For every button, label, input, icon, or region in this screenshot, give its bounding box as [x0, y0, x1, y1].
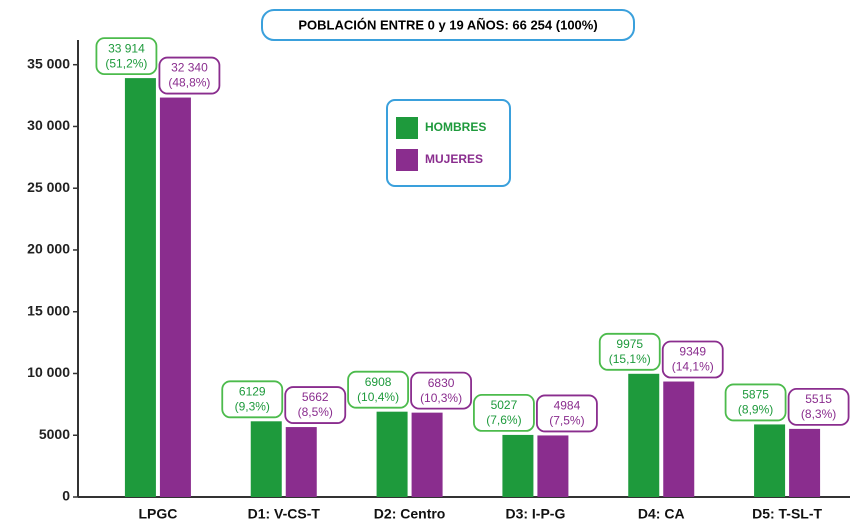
legend-box — [386, 99, 511, 187]
title-box — [261, 9, 635, 41]
legend-swatch — [396, 149, 418, 171]
bar — [376, 411, 408, 497]
value-label: 5875 — [742, 388, 769, 402]
value-share: (51,2%) — [105, 56, 147, 70]
value-share: (10,4%) — [357, 390, 399, 404]
value-label-box — [347, 370, 409, 409]
value-share: (7,5%) — [549, 414, 584, 428]
legend-swatch — [396, 117, 418, 139]
value-label-box — [787, 387, 850, 426]
y-tick-label: 25 000 — [27, 179, 70, 195]
value-share: (14,1%) — [672, 360, 714, 374]
value-label-box — [724, 383, 787, 422]
bar — [628, 373, 660, 497]
value-label: 33 914 — [108, 41, 145, 55]
x-tick-label: D1: V-CS-T — [248, 506, 321, 522]
x-tick-label: D5: T-SL-T — [752, 506, 822, 522]
legend-label: HOMBRES — [425, 120, 486, 134]
value-share: (9,3%) — [235, 399, 270, 413]
value-label: 5662 — [302, 390, 329, 404]
legend-label: MUJERES — [425, 152, 483, 166]
value-label-box — [221, 380, 284, 419]
value-label-box — [95, 37, 158, 76]
bar — [124, 78, 156, 497]
bar — [159, 97, 191, 497]
y-tick-label: 15 000 — [27, 302, 70, 318]
x-tick-label: D3: I-P-G — [505, 506, 565, 522]
value-label-box — [284, 386, 347, 424]
bar — [789, 428, 821, 497]
bar — [411, 412, 443, 497]
y-tick-label: 20 000 — [27, 241, 70, 257]
value-share: (8,3%) — [801, 407, 836, 421]
value-label-box — [158, 56, 221, 95]
value-share: (8,5%) — [298, 405, 333, 419]
value-label: 6830 — [428, 376, 455, 390]
y-tick-label: 5000 — [39, 426, 70, 442]
value-share: (8,9%) — [738, 403, 773, 417]
value-label: 9975 — [616, 337, 643, 351]
bar — [502, 434, 534, 497]
bar — [537, 435, 569, 497]
y-tick-label: 10 000 — [27, 364, 70, 380]
x-tick-label: LPGC — [138, 506, 177, 522]
value-share: (15,1%) — [609, 352, 651, 366]
bar — [663, 381, 695, 497]
x-tick-label: D4: CA — [638, 506, 685, 522]
bar — [250, 421, 282, 497]
value-label-box — [410, 371, 472, 410]
value-label-box — [598, 332, 661, 371]
value-label: 5515 — [805, 392, 832, 406]
y-tick-label: 35 000 — [27, 55, 70, 71]
value-label: 5027 — [491, 398, 518, 412]
value-label: 6129 — [239, 384, 266, 398]
value-label-box — [661, 340, 724, 379]
value-label: 4984 — [554, 399, 581, 413]
value-label-box — [536, 394, 598, 433]
value-share: (48,8%) — [168, 76, 210, 90]
y-tick-label: 0 — [62, 488, 70, 504]
value-share: (7,6%) — [486, 413, 521, 427]
bar — [285, 427, 317, 497]
x-tick-label: D2: Centro — [374, 506, 446, 522]
bar — [754, 424, 786, 497]
value-label: 9349 — [679, 345, 706, 359]
value-label: 32 340 — [171, 61, 208, 75]
value-share: (10,3%) — [420, 391, 462, 405]
chart-title: POBLACIÓN ENTRE 0 y 19 AÑOS: 66 254 (100… — [298, 17, 597, 32]
value-label-box — [473, 394, 535, 432]
y-tick-label: 30 000 — [27, 117, 70, 133]
value-label: 6908 — [365, 375, 392, 389]
